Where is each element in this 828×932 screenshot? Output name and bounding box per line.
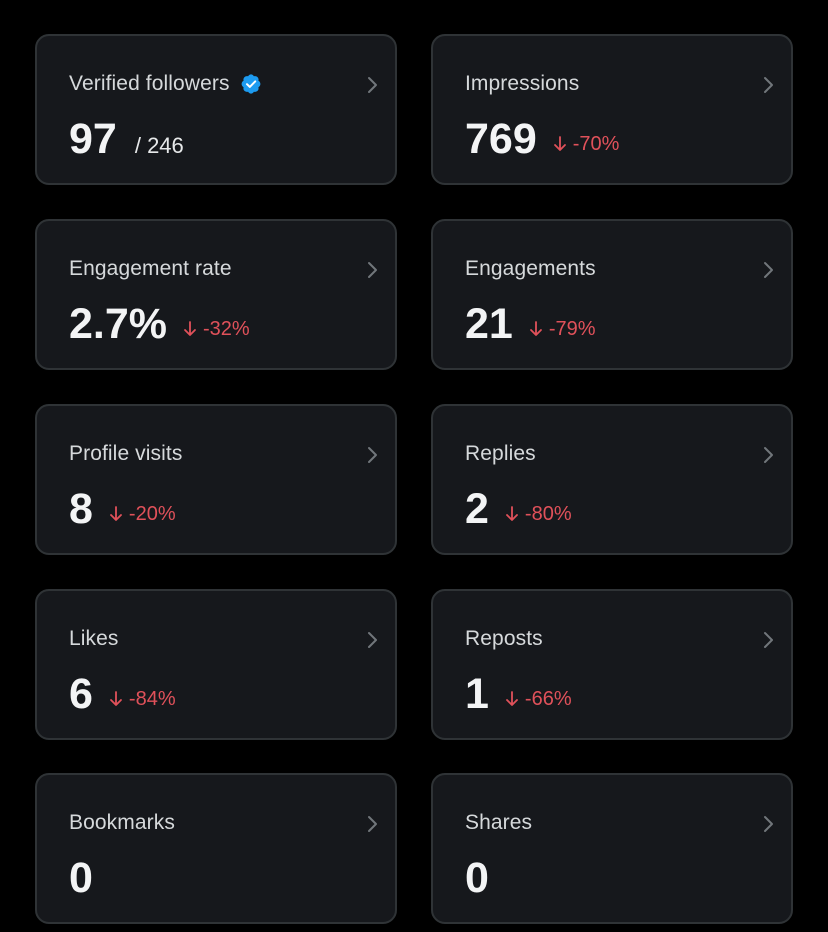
metric-change: -84% bbox=[109, 688, 176, 711]
metric-change-value: -79% bbox=[548, 317, 596, 340]
metric-change-value: -84% bbox=[128, 687, 176, 710]
metric-total: / 246 bbox=[134, 133, 184, 158]
metric-label: Profile visits bbox=[69, 442, 183, 465]
metric-card-engagement-rate[interactable]: Engagement rate 2.7% -32% bbox=[35, 219, 397, 370]
chevron-right-icon[interactable] bbox=[365, 813, 381, 835]
metric-card-impressions[interactable]: Impressions 769 -70% bbox=[431, 34, 793, 185]
metric-label-row: Reposts bbox=[465, 627, 543, 651]
metric-label: Likes bbox=[69, 627, 119, 650]
arrow-down-icon bbox=[110, 691, 122, 706]
chevron-right-icon[interactable] bbox=[365, 444, 381, 466]
metric-change: -80% bbox=[505, 503, 572, 526]
metric-label: Verified followers bbox=[69, 72, 230, 95]
metric-value: 1 bbox=[465, 670, 489, 718]
metric-change: -79% bbox=[529, 318, 596, 341]
chevron-right-icon[interactable] bbox=[761, 629, 777, 651]
metric-label: Bookmarks bbox=[69, 811, 175, 834]
metric-label: Reposts bbox=[465, 627, 543, 650]
metric-value-row: 2.7% -32% bbox=[69, 303, 250, 346]
metric-card-profile-visits[interactable]: Profile visits 8 -20% bbox=[35, 404, 397, 555]
metric-value-row: 97 / 246 bbox=[69, 118, 184, 161]
metric-label-row: Shares bbox=[465, 811, 532, 835]
metric-value: 21 bbox=[465, 300, 513, 348]
metric-value-row: 21 -79% bbox=[465, 303, 596, 346]
verified-badge-icon bbox=[241, 74, 260, 94]
metric-value: 6 bbox=[69, 670, 93, 718]
metric-label: Impressions bbox=[465, 72, 580, 95]
metric-card-engagements[interactable]: Engagements 21 -79% bbox=[431, 219, 793, 370]
metric-label-row: Profile visits bbox=[69, 442, 182, 466]
metric-value: 0 bbox=[465, 854, 489, 902]
metric-label-row: Engagement rate bbox=[69, 257, 232, 281]
metric-change-value: -70% bbox=[572, 132, 620, 155]
metric-value-row: 0 bbox=[69, 857, 93, 900]
metric-card-shares[interactable]: Shares 0 bbox=[431, 773, 793, 924]
arrow-down-icon bbox=[506, 691, 518, 706]
metric-value-row: 6 -84% bbox=[69, 673, 176, 716]
arrow-down-icon bbox=[553, 136, 566, 151]
metric-value-row: 8 -20% bbox=[69, 488, 176, 531]
metric-card-verified-followers[interactable]: Verified followers 97 / 246 bbox=[35, 34, 397, 185]
metric-change: -70% bbox=[553, 132, 620, 156]
metric-label-row: Replies bbox=[465, 442, 536, 466]
chevron-right-icon[interactable] bbox=[761, 259, 777, 281]
chevron-right-icon[interactable] bbox=[365, 629, 381, 651]
metric-label-row: Bookmarks bbox=[69, 811, 175, 835]
metric-label: Engagement rate bbox=[69, 257, 232, 280]
chevron-right-icon[interactable] bbox=[761, 813, 777, 835]
chevron-right-icon[interactable] bbox=[365, 259, 381, 281]
metric-label-row: Likes bbox=[69, 627, 119, 651]
metric-value: 97 bbox=[69, 115, 117, 163]
arrow-down-icon bbox=[184, 321, 196, 336]
arrow-down-icon bbox=[529, 321, 542, 336]
metric-label-row: Engagements bbox=[465, 257, 596, 281]
metric-change-value: -66% bbox=[524, 687, 572, 710]
chevron-right-icon[interactable] bbox=[365, 74, 381, 96]
metric-label: Engagements bbox=[465, 257, 596, 280]
metric-value: 8 bbox=[69, 485, 93, 533]
metric-value-row: 769 -70% bbox=[465, 118, 619, 161]
metric-card-likes[interactable]: Likes 6 -84% bbox=[35, 589, 397, 740]
metric-change: -20% bbox=[109, 503, 176, 526]
metric-label-row: Impressions bbox=[465, 72, 579, 96]
metric-change: -66% bbox=[505, 688, 572, 711]
metric-value: 2 bbox=[465, 485, 489, 533]
metric-card-bookmarks[interactable]: Bookmarks 0 bbox=[35, 773, 397, 924]
metric-change-value: -20% bbox=[128, 502, 176, 525]
metric-value-row: 2 -80% bbox=[465, 488, 572, 531]
arrow-down-icon bbox=[506, 506, 518, 521]
metric-value: 769 bbox=[465, 115, 537, 163]
arrow-down-icon bbox=[110, 506, 122, 521]
metric-label: Replies bbox=[465, 442, 536, 465]
metric-change-value: -80% bbox=[524, 502, 572, 525]
metric-value: 0 bbox=[69, 854, 93, 902]
metric-card-replies[interactable]: Replies 2 -80% bbox=[431, 404, 793, 555]
metric-value-row: 0 bbox=[465, 857, 489, 900]
metric-label-row: Verified followers bbox=[69, 72, 262, 96]
metric-change-value: -32% bbox=[203, 317, 250, 340]
chevron-right-icon[interactable] bbox=[761, 74, 777, 96]
metric-value-row: 1 -66% bbox=[465, 673, 572, 716]
metric-change: -32% bbox=[183, 318, 250, 341]
chevron-right-icon[interactable] bbox=[761, 444, 777, 466]
metric-label: Shares bbox=[465, 811, 533, 834]
metric-value: 2.7% bbox=[69, 300, 168, 348]
metric-card-reposts[interactable]: Reposts 1 -66% bbox=[431, 589, 793, 740]
